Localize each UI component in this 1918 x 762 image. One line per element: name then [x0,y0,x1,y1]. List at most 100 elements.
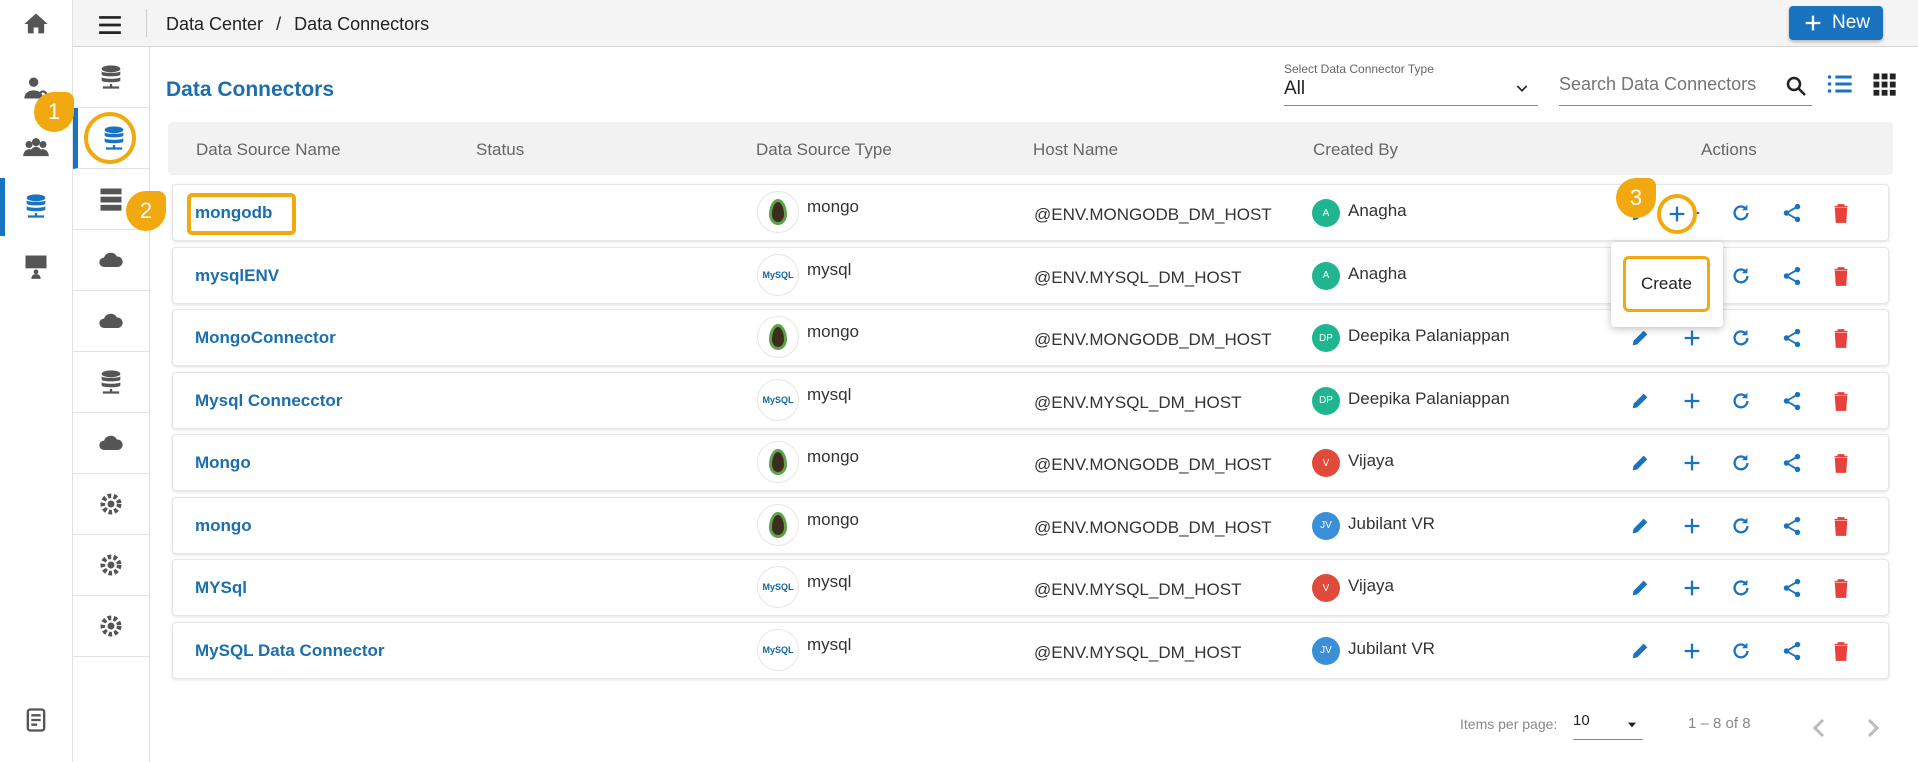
data-settings-icon[interactable] [73,474,149,535]
share-icon[interactable] [1778,324,1806,352]
edit-icon[interactable] [1626,512,1654,540]
delete-icon[interactable] [1827,262,1855,290]
search-icon[interactable] [1784,74,1808,98]
reports-icon[interactable] [18,702,54,738]
cloud-layer-icon[interactable] [73,413,149,474]
mysql-logo-icon: MySQL [757,566,799,608]
share-icon[interactable] [1778,449,1806,477]
home-icon[interactable] [18,6,54,42]
grid-view-icon[interactable] [1870,70,1898,98]
data-center-sidebar [73,47,150,762]
data-source-name-link[interactable]: Mysql Connecctor [195,390,343,410]
data-source-name-link[interactable]: mongo [195,515,252,535]
delete-icon[interactable] [1827,199,1855,227]
top-bar: Data Center / Data Connectors New [73,0,1918,47]
presentation-icon[interactable] [18,248,54,284]
plus-icon [1666,203,1688,225]
create-plus-button[interactable] [1657,194,1697,234]
users-group-icon[interactable] [18,130,54,166]
mongodb-logo-icon [757,191,799,233]
edit-icon[interactable] [1626,574,1654,602]
add-icon[interactable] [1678,574,1706,602]
refresh-icon[interactable] [1727,262,1755,290]
cloud-database-icon[interactable] [73,230,149,291]
refresh-icon[interactable] [1727,324,1755,352]
delete-icon[interactable] [1827,324,1855,352]
previous-page-icon[interactable] [1808,716,1832,740]
edit-icon[interactable] [1626,387,1654,415]
data-source-type: mysql [807,384,852,404]
add-icon[interactable] [1678,387,1706,415]
refresh-icon[interactable] [1727,637,1755,665]
data-source-name-link[interactable]: mysqlENV [195,265,280,285]
edit-icon[interactable] [1626,324,1654,352]
refresh-icon[interactable] [1727,199,1755,227]
host-name: @ENV.MYSQL_DM_HOST [1034,642,1242,662]
host-name: @ENV.MONGODB_DM_HOST [1034,330,1272,349]
add-icon[interactable] [1678,449,1706,477]
items-per-page-select[interactable]: 10 [1573,712,1643,740]
created-by: Deepika Palaniappan [1348,388,1510,408]
delete-icon[interactable] [1827,449,1855,477]
api-gear-icon[interactable] [73,535,149,596]
delete-icon[interactable] [1827,574,1855,602]
data-source-type: mysql [807,259,852,279]
created-by: Vijaya [1348,451,1394,470]
new-button[interactable]: New [1789,6,1883,40]
data-source-name-link[interactable]: mongodb [195,203,273,222]
share-icon[interactable] [1778,387,1806,415]
share-icon[interactable] [1778,574,1806,602]
refresh-icon[interactable] [1727,387,1755,415]
connector-type-select[interactable]: Select Data Connector Type All [1284,62,1538,106]
add-icon[interactable] [1678,637,1706,665]
data-source-type: mongo [807,509,859,529]
delete-icon[interactable] [1827,387,1855,415]
table-row: MongoConnector mongo @ENV.MONGODB_DM_HOST D… [172,309,1889,366]
list-view-icon[interactable] [1826,70,1854,98]
create-option[interactable]: Create [1623,256,1710,312]
data-transform-icon[interactable] [73,352,149,413]
next-page-icon[interactable] [1860,716,1884,740]
funnel-gear-icon[interactable] [73,596,149,657]
data-source-name-link[interactable]: MYSql [195,578,247,597]
refresh-icon[interactable] [1727,512,1755,540]
breadcrumb-separator: / [276,14,282,34]
avatar: DP [1312,386,1340,415]
data-home-icon[interactable] [73,47,149,108]
data-source-name-link[interactable]: Mongo [195,453,251,472]
table-row: mongodb mongo @ENV.MONGODB_DM_HOST A Anagha [172,184,1889,241]
cloud-code-icon[interactable] [73,291,149,352]
items-per-page-value: 10 [1573,712,1590,729]
data-center-icon[interactable] [18,188,54,224]
share-icon[interactable] [1778,199,1806,227]
share-icon[interactable] [1778,637,1806,665]
delete-icon[interactable] [1827,512,1855,540]
servers-icon[interactable] [73,169,149,230]
delete-icon[interactable] [1827,637,1855,665]
edit-icon[interactable] [1626,449,1654,477]
created-by: Anagha [1348,201,1407,220]
add-icon[interactable] [1678,512,1706,540]
avatar: A [1312,199,1340,227]
column-header-type: Data Source Type [756,140,892,159]
search-input[interactable] [1559,70,1769,95]
breadcrumb-data-center[interactable]: Data Center [166,14,264,34]
table-row: Mysql Connecctor MySQL mysql @ENV.MYSQL_DM_… [172,371,1889,429]
add-icon[interactable] [1678,324,1706,352]
search-field[interactable] [1559,70,1812,106]
data-source-name-link[interactable]: MySQL Data Connector [195,640,385,660]
share-icon[interactable] [1778,512,1806,540]
share-icon[interactable] [1778,262,1806,290]
edit-icon[interactable] [1626,637,1654,665]
mongodb-logo-icon [757,503,799,546]
data-source-name-link[interactable]: MongoConnector [195,328,336,347]
refresh-icon[interactable] [1727,449,1755,477]
avatar: JV [1312,511,1340,540]
callout-badge-2: 2 [126,191,166,231]
refresh-icon[interactable] [1727,574,1755,602]
hamburger-menu-icon[interactable] [97,12,123,38]
callout-badge-1: 1 [34,92,74,132]
created-by: Deepika Palaniappan [1348,326,1510,345]
data-source-type: mongo [807,447,859,466]
host-name: @ENV.MYSQL_DM_HOST [1034,392,1242,412]
